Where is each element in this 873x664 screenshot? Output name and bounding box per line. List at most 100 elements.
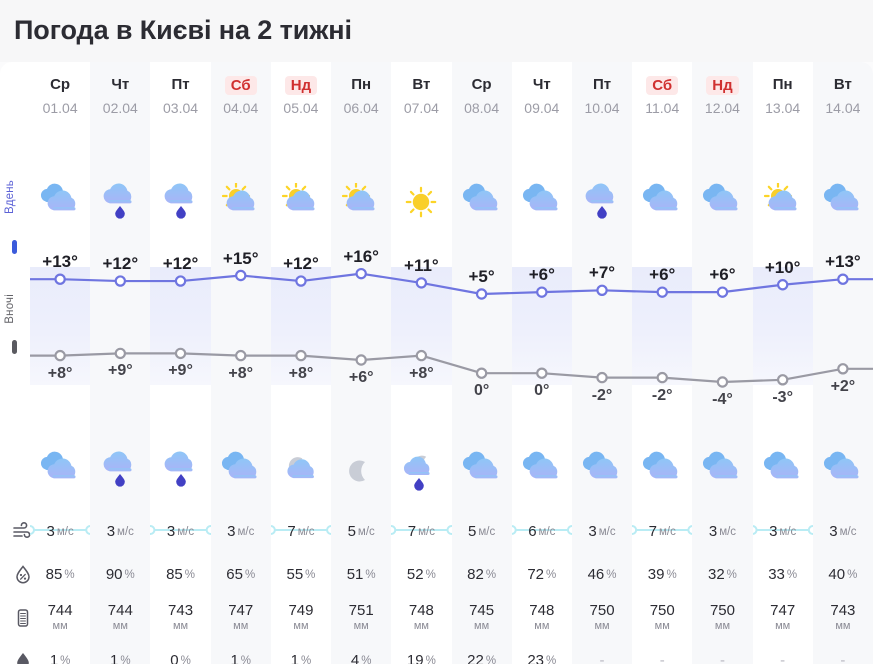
metric-unit: % xyxy=(425,654,436,664)
metric-value-wind: 6 м/с xyxy=(512,510,572,553)
metric-value-humidity: 82% xyxy=(451,553,512,596)
weather-icon-night-cloudy xyxy=(632,448,692,494)
page-title: Погода в Києві на 2 тижні xyxy=(14,15,352,45)
metric-value-wind: 3 м/с xyxy=(692,510,753,553)
metric-value-pressure: 749 мм xyxy=(271,596,331,639)
weather-icon-day-sun-cloud xyxy=(211,180,271,226)
temperature-night: +8° xyxy=(288,364,314,382)
day-axis-marker xyxy=(12,240,17,254)
weather-icon-day-cloudy xyxy=(30,180,90,226)
metric-value-probability: 4% xyxy=(331,639,392,664)
day-column[interactable]: Пн 13.04 xyxy=(753,62,813,664)
day-column[interactable]: Пт 03.04 xyxy=(150,62,210,664)
day-name: Нд xyxy=(692,76,752,95)
temperature-day: +6° xyxy=(528,265,555,285)
metric-unit: % xyxy=(184,568,195,581)
metric-value-pressure: 743 мм xyxy=(150,596,210,639)
day-name: Сб xyxy=(632,76,692,95)
metric-unit: % xyxy=(64,568,75,581)
metric-unit: м/с xyxy=(779,525,797,538)
metric-unit: мм xyxy=(233,619,249,632)
day-column[interactable]: Вт 07.04 xyxy=(391,62,451,664)
temperature-day: +5° xyxy=(468,267,495,286)
metric-number: 1 xyxy=(290,652,299,664)
day-column[interactable]: Нд 05.04 xyxy=(271,62,331,664)
metric-value-probability: 22% xyxy=(451,639,512,664)
temp-day-point xyxy=(656,286,668,298)
temperature-night: 0° xyxy=(534,382,550,400)
metric-unit: % xyxy=(726,568,737,581)
metric-number: 748 xyxy=(408,601,434,619)
metric-number: 750 xyxy=(709,601,735,619)
metric-number: 32 xyxy=(707,566,725,583)
metric-value-probability: 1% xyxy=(210,639,271,664)
weather-icon-day-cloudy xyxy=(632,180,692,226)
metric-number: 1 xyxy=(230,652,239,664)
metric-unit: % xyxy=(301,654,312,664)
metric-value-wind: 3 м/с xyxy=(210,510,271,553)
metric-unit: м/с xyxy=(658,525,676,538)
day-axis-label: Вдень xyxy=(4,180,16,214)
metric-value-wind: 7 м/с xyxy=(391,510,451,553)
metric-unit: % xyxy=(425,568,436,581)
metric-unit: % xyxy=(786,568,798,581)
metric-number: 3 xyxy=(708,523,718,540)
metric-number: 33 xyxy=(768,566,785,583)
day-column[interactable]: Ср 01.04 xyxy=(30,62,90,664)
day-date: 09.04 xyxy=(524,100,560,116)
temperature-night: -2° xyxy=(651,386,673,404)
metric-unit: % xyxy=(180,654,191,664)
day-column[interactable]: Чт 09.04 xyxy=(512,62,572,664)
metric-value-humidity: 72% xyxy=(512,553,572,596)
metric-number: 6 xyxy=(528,523,537,540)
weather-icon-night-cloudy xyxy=(452,448,512,494)
temp-night-point xyxy=(776,374,789,386)
weather-icon-night-cloudy xyxy=(692,448,752,494)
metric-unit: м/с xyxy=(478,525,496,538)
day-date: 06.04 xyxy=(343,100,379,116)
metric-unit: % xyxy=(546,654,557,664)
metric-unit: % xyxy=(361,654,372,664)
temp-night-point xyxy=(837,363,849,375)
temperature-night: +8° xyxy=(47,364,73,382)
day-name: Вт xyxy=(833,76,852,93)
metric-number: - xyxy=(840,652,846,664)
metric-unit: % xyxy=(244,568,256,581)
weather-icon-day-sun-cloud xyxy=(271,180,331,226)
metric-row-probability: 1% 1% 0% 1% 1% 4% 19% 22% 23% - - - - - xyxy=(0,639,873,664)
metric-number: - xyxy=(659,652,665,664)
weekend-highlight: Сб xyxy=(224,76,257,95)
metric-unit: % xyxy=(546,568,557,581)
day-date: 08.04 xyxy=(464,100,500,116)
metric-number: 7 xyxy=(287,523,296,540)
metric-number: 5 xyxy=(347,523,356,540)
metric-unit: % xyxy=(120,654,131,664)
metric-value-pressure: 748 мм xyxy=(391,596,451,639)
metric-row-pressure: 744 мм 744 мм 743 мм 747 мм 749 мм 751 мм 748 мм 745 мм… xyxy=(0,596,873,639)
temp-night-point xyxy=(355,354,367,366)
metric-unit: мм xyxy=(172,619,189,632)
metric-number: 3 xyxy=(588,523,597,540)
temp-day-point xyxy=(596,284,608,297)
metric-value-pressure: 747 мм xyxy=(753,596,813,639)
metric-value-wind: 5 м/с xyxy=(331,510,392,553)
temp-night-point xyxy=(475,367,488,379)
metric-value-humidity: 90% xyxy=(90,553,151,596)
metric-number: 65 xyxy=(226,566,243,583)
temp-day-point xyxy=(174,275,187,287)
temperature-night: -4° xyxy=(712,391,733,408)
metric-value-wind: 7 м/с xyxy=(271,510,331,553)
metric-cells: 3 м/с 3 м/с 3 м/с 3 м/с 7 м/с 5 м/с 7 м/с 5 м/с 6 м/с 3 м/с… xyxy=(30,510,873,553)
temperature-day: +6° xyxy=(709,265,736,285)
day-name: Пн xyxy=(772,76,793,93)
temp-day-point xyxy=(415,277,428,289)
weather-icon-day-cloudy xyxy=(452,180,512,226)
metric-value-pressure: 750 мм xyxy=(571,596,633,639)
temp-day-point xyxy=(475,288,488,300)
metric-cells: 1% 1% 0% 1% 1% 4% 19% 22% 23% - - - - - xyxy=(30,639,873,664)
temperature-night: -2° xyxy=(591,386,613,404)
day-column[interactable]: Сб 11.04 xyxy=(632,62,692,664)
weather-icon-day-rain xyxy=(90,180,150,226)
weather-icon-day-rain xyxy=(572,180,632,226)
day-date: 02.04 xyxy=(102,100,138,116)
